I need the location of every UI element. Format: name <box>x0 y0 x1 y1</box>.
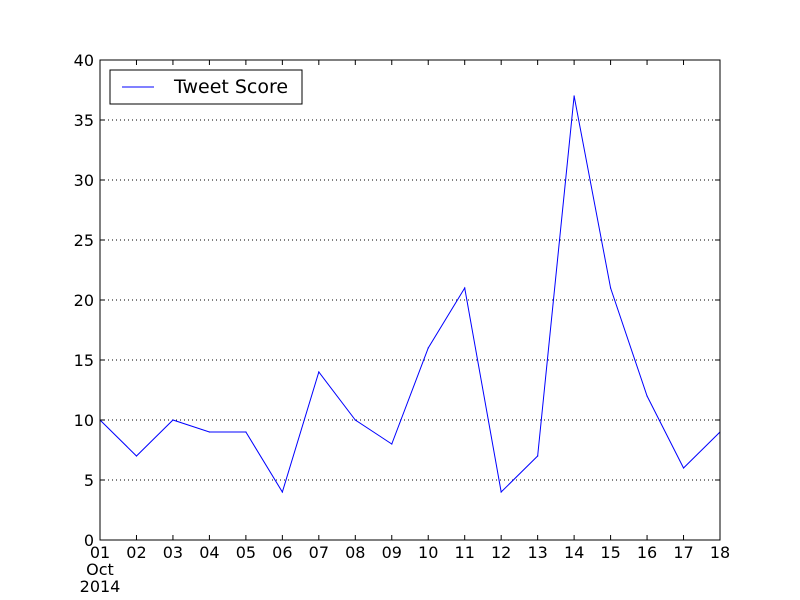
axis-ticks <box>99 59 721 541</box>
data-point-0-9 <box>427 347 429 349</box>
x-tick-label-4: 05 <box>236 543 256 562</box>
x-secondary-label-year: 2014 <box>80 577 121 596</box>
y-tick-label-4: 20 <box>74 291 94 310</box>
y-tick-label-7: 35 <box>74 111 94 130</box>
data-point-0-3 <box>208 431 211 433</box>
x-tick-label-17: 18 <box>710 543 730 562</box>
x-tick-label-10: 11 <box>455 543 475 562</box>
x-tick-label-9: 10 <box>418 543 438 562</box>
x-tick-label-1: 02 <box>126 543 146 562</box>
y-tick-label-8: 40 <box>74 51 94 70</box>
x-tick-label-8: 09 <box>382 543 402 562</box>
x-tick-label-11: 12 <box>491 543 511 562</box>
data-point-0-8 <box>391 443 393 445</box>
data-point-0-16 <box>682 467 685 469</box>
data-point-0-6 <box>318 371 320 373</box>
data-point-0-12 <box>537 455 539 457</box>
x-tick-label-5: 06 <box>272 543 292 562</box>
y-tick-labels: 0 5 10 15 20 25 30 35 40 <box>74 51 94 550</box>
x-secondary-label-month: Oct <box>86 560 114 579</box>
y-tick-label-6: 30 <box>74 171 94 190</box>
data-point-0-15 <box>646 395 648 397</box>
x-tick-label-3: 04 <box>199 543 219 562</box>
data-point-0-1 <box>135 455 138 457</box>
x-tick-label-15: 16 <box>637 543 657 562</box>
data-point-0-4 <box>245 431 247 433</box>
data-point-0-14 <box>609 287 612 289</box>
y-tick-label-1: 5 <box>84 471 94 490</box>
x-tick-labels: 01 02 03 04 05 06 07 08 09 10 11 12 13 14 15 16 17 18 <box>90 543 730 562</box>
data-point-0-10 <box>464 287 466 289</box>
x-tick-label-16: 17 <box>673 543 693 562</box>
x-tick-label-14: 15 <box>600 543 620 562</box>
legend: Tweet Score <box>109 69 303 105</box>
grid-lines <box>100 119 720 481</box>
y-tick-label-0: 0 <box>84 531 94 550</box>
x-tick-label-13: 14 <box>564 543 584 562</box>
x-tick-label-6: 07 <box>309 543 329 562</box>
series-line-0 <box>99 95 721 494</box>
x-tick-label-2: 03 <box>163 543 183 562</box>
series-lines <box>99 95 721 494</box>
data-point-0-11 <box>500 491 502 493</box>
data-point-0-2 <box>172 419 174 421</box>
x-tick-label-0: 01 <box>90 543 110 562</box>
y-tick-label-3: 15 <box>74 351 94 370</box>
data-point-0-7 <box>354 419 356 421</box>
y-tick-label-5: 25 <box>74 231 94 250</box>
legend-label-tweet-score: Tweet Score <box>173 76 288 98</box>
x-tick-label-12: 13 <box>527 543 547 562</box>
y-tick-label-2: 10 <box>74 411 94 430</box>
data-point-0-13 <box>573 95 575 97</box>
x-tick-label-7: 08 <box>345 543 365 562</box>
data-point-0-5 <box>281 491 283 493</box>
